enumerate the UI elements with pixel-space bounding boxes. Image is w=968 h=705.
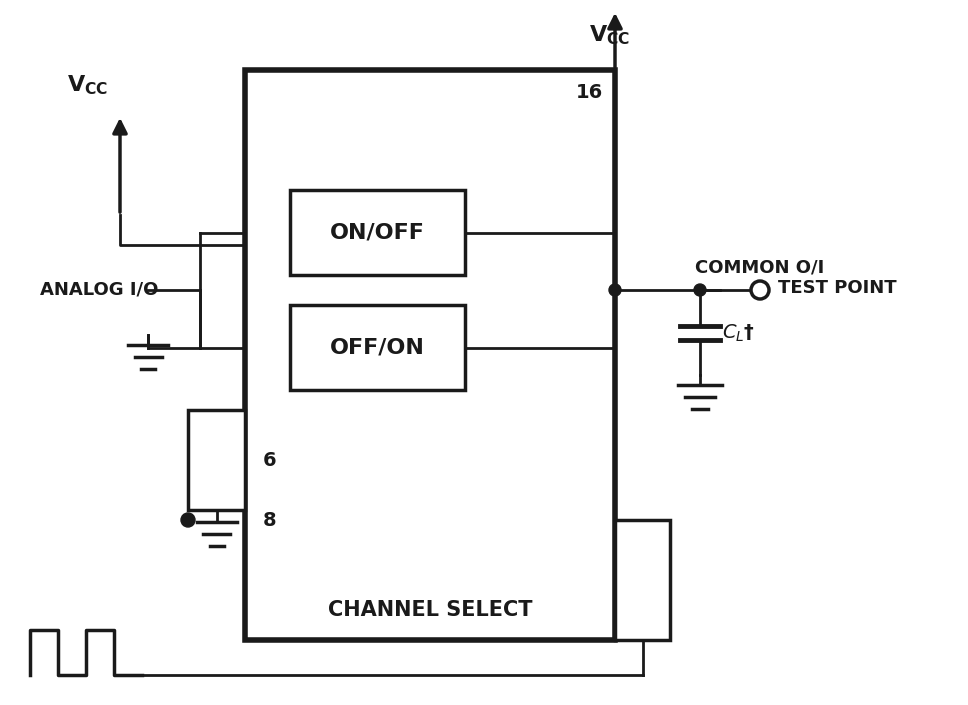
Circle shape <box>751 281 769 299</box>
Text: OFF/ON: OFF/ON <box>330 338 425 357</box>
Text: ANALOG I/O: ANALOG I/O <box>40 281 159 299</box>
Circle shape <box>694 284 706 296</box>
Bar <box>188 410 245 510</box>
Bar <box>615 520 670 640</box>
Text: 6: 6 <box>263 450 277 470</box>
Text: 8: 8 <box>263 510 277 529</box>
Text: ON/OFF: ON/OFF <box>330 223 425 243</box>
Bar <box>290 305 465 390</box>
Bar <box>245 70 615 640</box>
Text: CHANNEL SELECT: CHANNEL SELECT <box>328 600 532 620</box>
Text: 16: 16 <box>576 82 603 102</box>
Text: $\mathbf{V_{CC}}$: $\mathbf{V_{CC}}$ <box>68 73 108 97</box>
Text: $C_L$†: $C_L$† <box>722 322 755 343</box>
Circle shape <box>181 513 195 527</box>
Circle shape <box>609 284 621 296</box>
Text: TEST POINT: TEST POINT <box>778 279 896 297</box>
Bar <box>290 190 465 275</box>
Text: $\mathbf{V_{CC}}$: $\mathbf{V_{CC}}$ <box>590 23 630 47</box>
Text: COMMON O/I: COMMON O/I <box>695 258 824 276</box>
